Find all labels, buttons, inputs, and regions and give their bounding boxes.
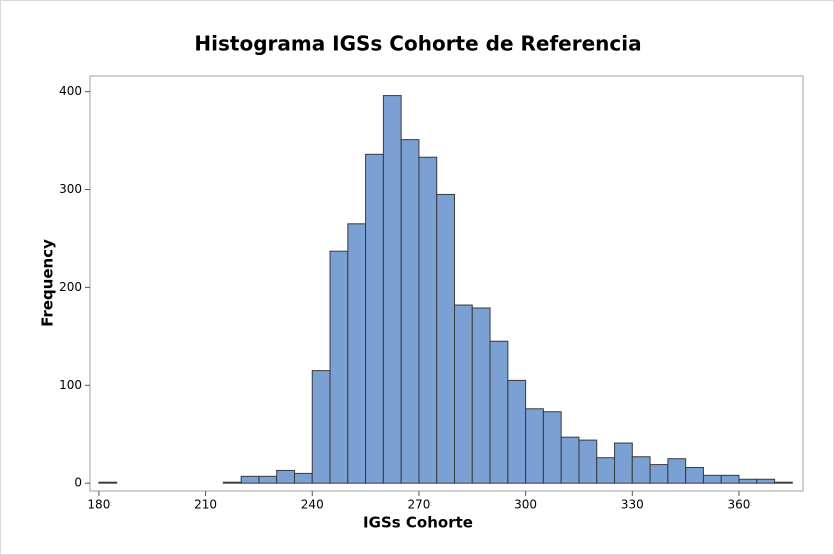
bar xyxy=(98,481,118,484)
bar xyxy=(276,469,295,484)
plot-frame xyxy=(89,75,804,492)
y-tick-label: 400 xyxy=(59,84,82,98)
bar xyxy=(702,474,722,484)
bar xyxy=(560,436,580,484)
bar xyxy=(347,223,367,484)
bar xyxy=(454,304,473,484)
y-tick-label: 200 xyxy=(59,280,82,294)
bar xyxy=(311,370,331,484)
bar xyxy=(365,153,384,484)
bar xyxy=(258,475,278,484)
bar xyxy=(596,457,616,484)
bar xyxy=(774,481,793,484)
x-tick-label: 360 xyxy=(728,498,751,512)
y-axis-label: Frequency xyxy=(39,239,57,327)
bar xyxy=(614,442,633,484)
bar xyxy=(400,139,420,484)
bar xyxy=(756,478,776,484)
x-tick-label: 210 xyxy=(194,498,217,512)
x-tick-label: 300 xyxy=(514,498,537,512)
bar xyxy=(293,472,313,484)
bar xyxy=(418,156,438,484)
bar xyxy=(578,439,598,484)
bar xyxy=(240,475,260,484)
bar xyxy=(222,481,242,484)
bar xyxy=(542,411,562,484)
y-tick-label: 100 xyxy=(59,378,82,392)
y-tick-label: 300 xyxy=(59,182,82,196)
bar xyxy=(436,193,456,484)
bar xyxy=(525,408,544,484)
x-axis-label: IGSs Cohorte xyxy=(363,514,473,532)
bar xyxy=(667,458,687,484)
x-tick-label: 270 xyxy=(407,498,430,512)
x-tick-label: 240 xyxy=(301,498,324,512)
bar xyxy=(720,474,740,484)
bar xyxy=(631,456,651,484)
x-tick-label: 330 xyxy=(621,498,644,512)
bar xyxy=(382,95,402,484)
bar xyxy=(685,467,704,484)
bar xyxy=(507,379,527,484)
y-tick-label: 0 xyxy=(74,476,82,490)
bar xyxy=(471,307,491,484)
bar xyxy=(649,464,669,484)
bar xyxy=(489,340,509,484)
chart-title: Histograma IGSs Cohorte de Referencia xyxy=(194,32,641,56)
bar xyxy=(329,250,349,484)
bar xyxy=(738,478,758,484)
x-tick-label: 180 xyxy=(87,498,110,512)
